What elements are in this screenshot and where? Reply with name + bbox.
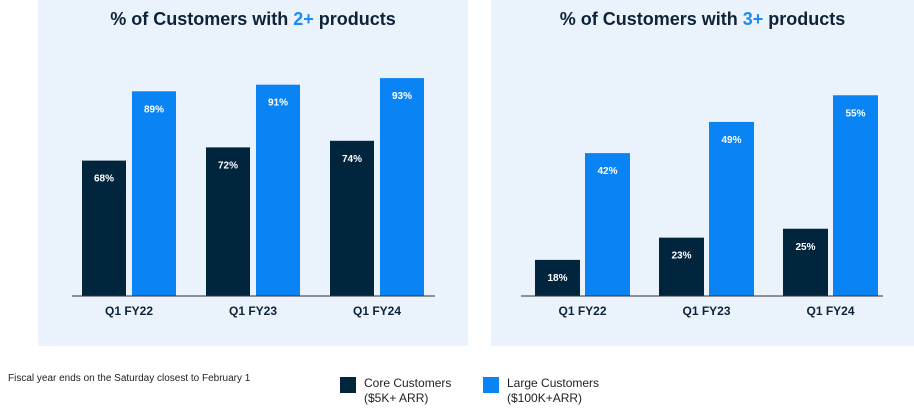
x-tick-label: Q1 FY24 bbox=[806, 304, 854, 318]
x-tick-label: Q1 FY23 bbox=[229, 304, 277, 318]
data-label-large-2: 49% bbox=[721, 135, 741, 146]
bar-core-1 bbox=[535, 259, 580, 296]
legend-sublabel-core: ($5K+ ARR) bbox=[364, 391, 429, 405]
data-label-core-2: 72% bbox=[218, 160, 238, 171]
data-label-large-3: 93% bbox=[392, 91, 412, 102]
chart-title-2plus: % of Customers with 2+ products bbox=[110, 9, 396, 29]
x-tick-label: Q1 FY23 bbox=[682, 304, 730, 318]
bar-large-2 bbox=[256, 84, 300, 296]
data-label-core-1: 68% bbox=[94, 174, 114, 185]
bar-core-2 bbox=[659, 237, 704, 296]
chart-panel-2plus: % of Customers with 2+ products 68% 89% Q1… bbox=[38, 0, 468, 346]
bar-large-3 bbox=[380, 78, 424, 296]
data-label-large-3: 55% bbox=[845, 108, 865, 119]
chart-title-3plus: % of Customers with 3+ products bbox=[559, 9, 846, 29]
data-label-core-3: 74% bbox=[342, 154, 362, 165]
x-tick-label: Q1 FY22 bbox=[558, 304, 606, 318]
chart-panel-3plus: % of Customers with 3+ products 18% 42% Q1… bbox=[491, 0, 914, 346]
bar-large-3 bbox=[833, 95, 878, 296]
data-label-large-2: 91% bbox=[268, 98, 288, 109]
bar-core-3 bbox=[330, 140, 374, 296]
bar-core-2 bbox=[206, 147, 250, 296]
data-label-core-3: 25% bbox=[795, 242, 815, 253]
bar-core-3 bbox=[783, 228, 828, 296]
bar-core-1 bbox=[82, 160, 126, 296]
data-label-core-1: 18% bbox=[547, 273, 567, 284]
data-label-large-1: 42% bbox=[597, 166, 617, 177]
bar-large-1 bbox=[585, 153, 630, 296]
legend-swatch-core bbox=[340, 377, 356, 393]
data-label-large-1: 89% bbox=[144, 104, 164, 115]
x-tick-label: Q1 FY24 bbox=[353, 304, 401, 318]
x-tick-label: Q1 FY22 bbox=[105, 304, 153, 318]
legend-sublabel-large: ($100K+ARR) bbox=[507, 391, 583, 405]
legend-swatch-large bbox=[483, 377, 499, 393]
legend-item-large: Large Customers ($100K+ARR) bbox=[483, 376, 599, 406]
bar-chart-2plus: 68% 89% Q1 FY22 72% 91% Q1 FY23 74% 93% Q1 FY24 bbox=[72, 78, 435, 318]
legend-label-core: Core Customers bbox=[364, 376, 452, 390]
bar-chart-3plus: 18% 42% Q1 FY22 23% 49% Q1 FY23 25% 55% Q1 FY24 bbox=[521, 95, 883, 318]
legend-item-core: Core Customers ($5K+ ARR) bbox=[340, 376, 451, 406]
bar-large-2 bbox=[709, 121, 754, 296]
data-label-core-2: 23% bbox=[671, 251, 691, 262]
fiscal-year-footnote: Fiscal year ends on the Saturday closest… bbox=[8, 373, 251, 384]
legend-label-large: Large Customers bbox=[507, 376, 600, 390]
bar-large-1 bbox=[132, 91, 176, 296]
